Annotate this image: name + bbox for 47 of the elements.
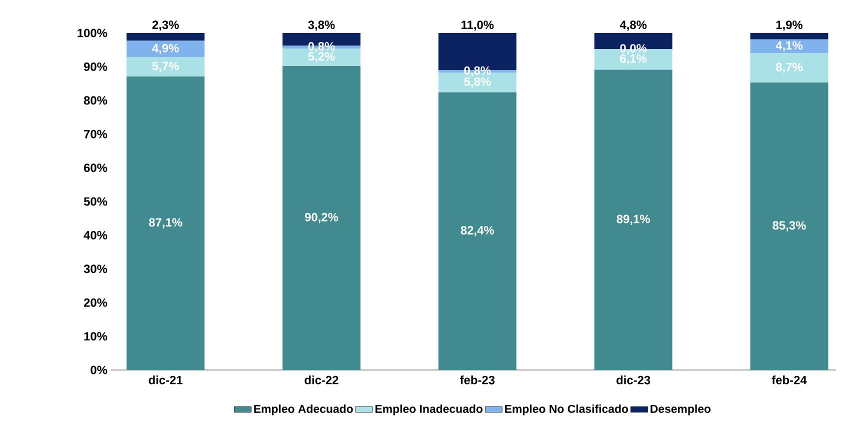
x-tick-label: feb-23 <box>460 376 495 384</box>
data-label: 11,0% <box>462 20 494 31</box>
bar <box>750 32 828 40</box>
y-tick-label: 100% <box>78 28 108 38</box>
y-tick-label: 0% <box>90 366 108 374</box>
data-label: 8,7% <box>776 62 803 73</box>
y-tick-label: 10% <box>84 332 108 341</box>
x-tick-label: dic-23 <box>616 376 650 384</box>
bar <box>750 82 828 370</box>
data-label: 4,8% <box>620 20 647 31</box>
bar <box>126 57 205 76</box>
y-tick-label: 30% <box>84 264 108 274</box>
legend-label: Empleo Adecuado <box>254 404 353 416</box>
bar <box>126 32 205 41</box>
data-label: 90,2% <box>304 212 338 224</box>
bar <box>438 92 516 370</box>
x-tick-label: dic-22 <box>304 376 338 384</box>
data-label: 3,8% <box>308 20 335 31</box>
data-label: 82,4% <box>460 226 494 236</box>
data-label: 5,8% <box>464 77 491 88</box>
y-tick-label: 70% <box>84 130 108 138</box>
legend-label: Empleo Inadecuado <box>376 404 483 416</box>
y-tick-label: 50% <box>84 197 108 206</box>
x-tick-label: feb-24 <box>772 376 807 384</box>
data-label: 2,3% <box>152 20 179 31</box>
y-tick-label: 80% <box>84 96 108 105</box>
y-tick-label: 40% <box>84 230 108 240</box>
bar <box>750 53 828 83</box>
data-label: 4,9% <box>152 44 179 54</box>
data-label: 89,1% <box>616 214 650 225</box>
bar <box>282 66 360 370</box>
bar <box>126 40 205 58</box>
data-label: 5,2% <box>308 52 335 62</box>
y-tick-label: 90% <box>84 62 108 71</box>
bar <box>126 76 205 370</box>
data-label: 85,3% <box>772 221 806 232</box>
data-label: 4,1% <box>776 41 803 52</box>
data-label: 87,1% <box>149 218 182 228</box>
data-label: 6,1% <box>620 54 647 65</box>
legend-label: Desempleo <box>650 404 711 416</box>
data-label: 5,7% <box>152 62 179 72</box>
x-tick-label: dic-21 <box>148 376 183 384</box>
data-label: 1,9% <box>776 20 803 31</box>
legend-label: Empleo No Clasificado <box>505 404 628 416</box>
bar <box>594 70 672 370</box>
y-tick-label: 60% <box>84 164 108 172</box>
y-tick-label: 20% <box>84 298 108 307</box>
